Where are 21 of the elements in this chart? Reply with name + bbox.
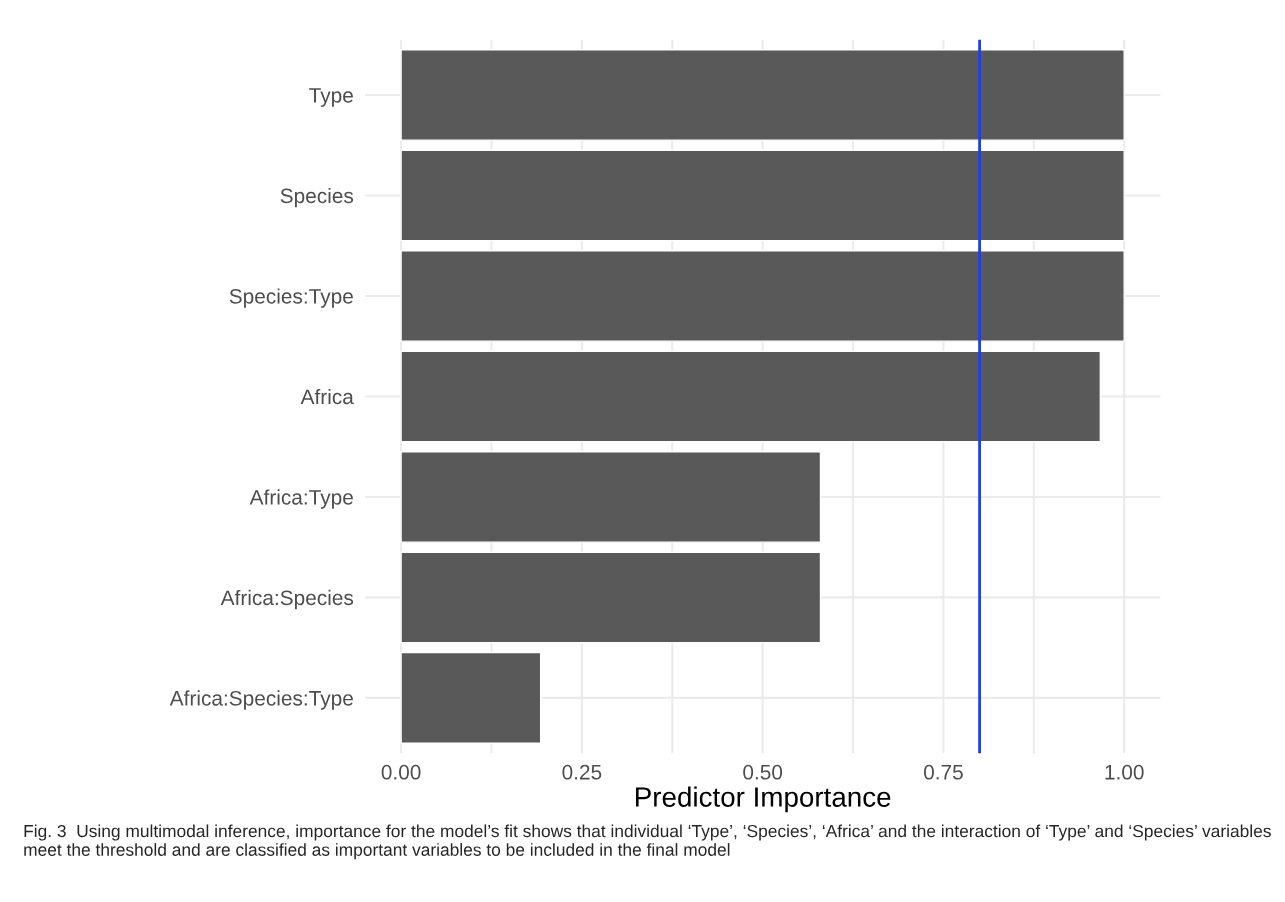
- y-tick-label: Type: [309, 88, 353, 107]
- bar: [400, 551, 822, 644]
- x-tick-label: 1.00: [1105, 764, 1144, 780]
- x-tick-label: 0.00: [381, 764, 421, 780]
- y-tick-label: Species:Type: [229, 288, 353, 308]
- x-axis-title: Predictor Importance: [636, 786, 891, 813]
- bar: [400, 651, 542, 744]
- bar: [400, 250, 1125, 342]
- bar: [400, 49, 1125, 141]
- y-tick-label: Africa:Species: [220, 589, 354, 610]
- x-tick-label: 0.50: [743, 764, 783, 780]
- bar: [400, 451, 822, 543]
- y-tick-label: Africa:Type: [249, 489, 353, 509]
- x-tick-label: 0.25: [562, 764, 602, 780]
- bar: [400, 350, 1102, 443]
- bar: [400, 149, 1125, 242]
- x-tick-label: 0.75: [923, 764, 963, 780]
- y-tick-label: Africa:Species:Type: [169, 690, 353, 710]
- y-tick-label: Species: [280, 187, 354, 208]
- y-tick-label: Africa: [300, 388, 354, 405]
- caption: Fig. 3 Using multimodal inference, importance for the model’s fit shows that individual ‘Type’, ‘Species’, ‘Africa’ and the interaction of ‘Type’ and ‘Species’ variables meet the threshold and are classified as important variables to be included in the final model: [24, 824, 1271, 860]
